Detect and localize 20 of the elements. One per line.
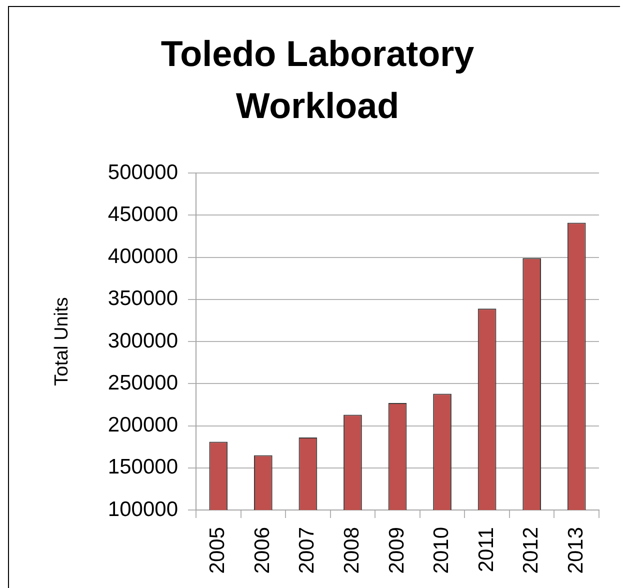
y-tick-label: 100000 xyxy=(108,498,178,521)
x-tick-label: 2006 xyxy=(250,527,274,574)
x-tick-label: 2007 xyxy=(296,527,319,574)
y-axis-title: Total Units xyxy=(52,297,73,386)
x-tick-label: 2010 xyxy=(430,527,454,574)
x-tick-label: 2012 xyxy=(520,527,543,574)
y-tick-label: 450000 xyxy=(108,202,178,226)
x-tick-label: 2009 xyxy=(385,527,408,574)
y-tick-label: 400000 xyxy=(108,245,178,268)
y-tick-label: 250000 xyxy=(108,371,178,394)
y-tick-label: 350000 xyxy=(108,287,178,310)
x-tick-label: 2008 xyxy=(340,527,364,574)
y-tick-label: 500000 xyxy=(108,160,178,184)
y-tick-label: 200000 xyxy=(108,414,178,437)
x-tick-label: 2013 xyxy=(564,527,588,574)
x-tick-label: 2011 xyxy=(474,527,498,572)
y-tick-label: 300000 xyxy=(108,329,178,352)
x-tick-label: 2005 xyxy=(206,527,230,574)
y-tick-label: 150000 xyxy=(108,456,178,479)
chart-title: Toledo Laboratory Workload xyxy=(160,32,476,128)
